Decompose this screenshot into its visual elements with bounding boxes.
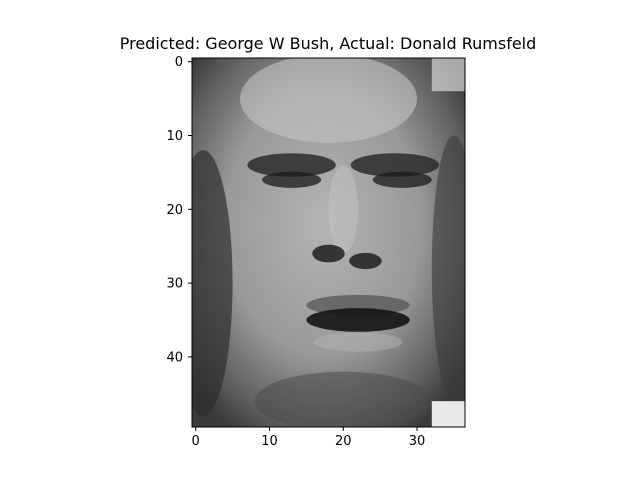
x-axis: 0 10 20 30 <box>192 427 426 449</box>
left-nostril <box>312 244 345 263</box>
right-eyebrow <box>350 153 440 177</box>
y-tick-label: 40 <box>166 350 183 365</box>
left-cheek-shadow <box>192 150 233 416</box>
top-right-background <box>431 58 465 92</box>
forehead-highlight <box>239 58 418 143</box>
right-cheek-shadow <box>431 135 465 402</box>
left-eyebrow <box>247 153 336 177</box>
bottom-right-background <box>431 401 465 427</box>
x-tick-label: 0 <box>192 434 200 449</box>
left-eye <box>262 171 322 188</box>
y-tick-label: 30 <box>166 277 183 292</box>
mouth <box>306 308 410 332</box>
x-tick-label: 10 <box>261 434 278 449</box>
nose-bridge <box>328 165 359 254</box>
face-image <box>192 58 465 427</box>
axes-frame <box>191 57 466 428</box>
right-nostril <box>349 252 382 270</box>
x-tick-label: 30 <box>409 434 426 449</box>
y-tick-label: 10 <box>166 129 183 144</box>
chart-title: Predicted: George W Bush, Actual: Donald… <box>120 34 537 53</box>
y-tick-label: 20 <box>166 203 183 218</box>
chin-shadow <box>254 371 432 427</box>
face-features <box>192 58 465 427</box>
y-axis: 0 10 20 30 40 <box>166 55 192 365</box>
x-tick-label: 20 <box>335 434 352 449</box>
lower-lip <box>313 332 403 352</box>
y-tick-label: 0 <box>175 55 183 70</box>
right-eye <box>372 171 432 188</box>
